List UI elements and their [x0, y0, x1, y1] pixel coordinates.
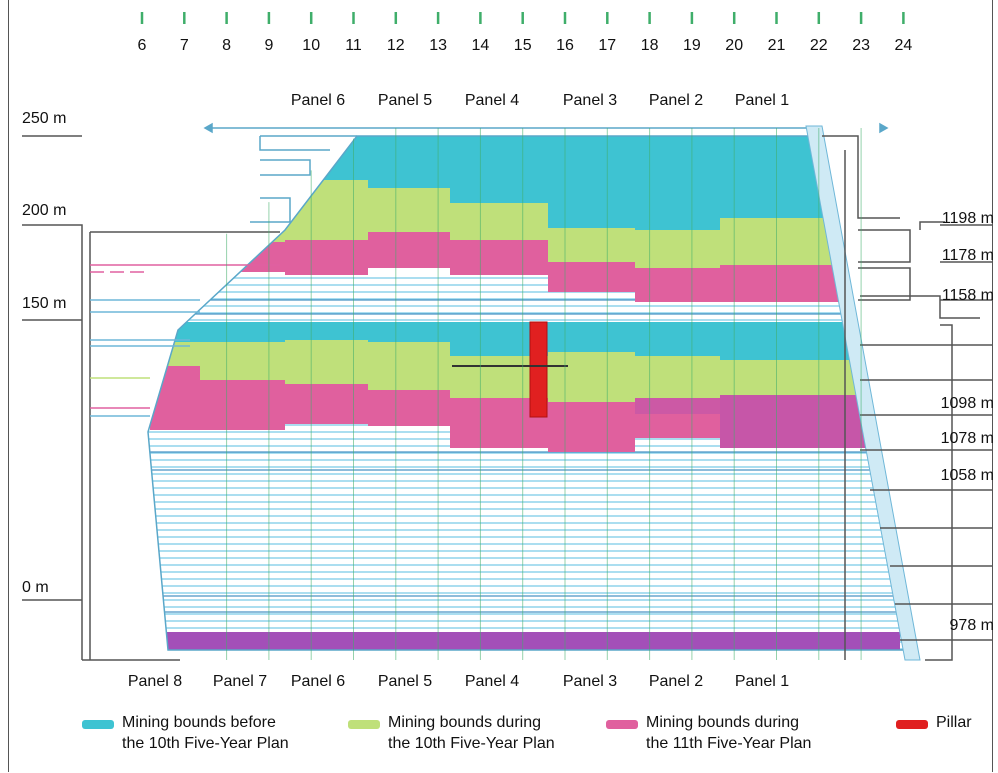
panel-label-top: Panel 3 [563, 92, 617, 109]
panel-label-bottom: Panel 7 [213, 673, 267, 690]
panel-label-bottom: Panel 5 [378, 673, 432, 690]
level-label: 1058 m [941, 467, 994, 484]
legend-swatch-during-11th [606, 720, 638, 729]
legend-swatch-before-10th [82, 720, 114, 729]
column-number: 7 [180, 37, 189, 54]
height-label: 250 m [22, 110, 66, 127]
column-number: 16 [556, 37, 574, 54]
panel-label-top: Panel 6 [291, 92, 345, 109]
column-numbers: 6 7 8 9 10 11 12 13 14 15 16 17 18 19 20 21 22 23 24 [138, 37, 913, 54]
panel-label-bottom: Panel 3 [563, 673, 617, 690]
hanging-wall-band [805, 125, 921, 661]
bounds-during-10th-upper [150, 180, 900, 268]
column-number: 15 [514, 37, 532, 54]
bounds-during-11th-middle [150, 366, 900, 452]
column-number: 10 [302, 37, 320, 54]
legend-swatch-pillar [896, 720, 928, 729]
bounds-before-10th-middle [150, 322, 900, 360]
panel-label-top: Panel 5 [378, 92, 432, 109]
height-label: 200 m [22, 202, 66, 219]
figure-frame [8, 0, 993, 772]
panel-label-bottom: Panel 4 [465, 673, 519, 690]
column-number: 12 [387, 37, 405, 54]
legend-swatch-during-10th [348, 720, 380, 729]
column-number: 23 [852, 37, 870, 54]
column-number: 11 [345, 37, 362, 54]
level-label: 1198 m [942, 210, 994, 227]
legend-item-before-10th: Mining bounds before the 10th Five-Year … [82, 712, 289, 754]
column-number: 6 [138, 37, 147, 54]
height-labels-left: 250 m 200 m 150 m 0 m [22, 110, 66, 596]
legend-label-during-10th: Mining bounds during the 10th Five-Year … [388, 714, 555, 752]
column-number: 22 [810, 37, 828, 54]
column-number: 9 [264, 37, 273, 54]
panel-labels-top: Panel 6 Panel 5 Panel 4 Panel 3 Panel 2 Panel… [291, 92, 789, 109]
level-label: 1178 m [942, 247, 994, 264]
column-number: 13 [429, 37, 447, 54]
panel-label-top: Panel 4 [465, 92, 519, 109]
panel-labels-bottom: Panel 8 Panel 7 Panel 6 Panel 5 Panel 4 Panel… [128, 673, 789, 690]
panel-label-bottom: Panel 6 [291, 673, 345, 690]
level-label: 1098 m [941, 395, 994, 412]
level-label: 1078 m [941, 430, 994, 447]
legend-label-during-11th: Mining bounds during the 11th Five-Year … [646, 714, 812, 752]
column-number: 8 [222, 37, 231, 54]
panel-label-bottom: Panel 2 [649, 673, 703, 690]
column-number: 17 [598, 37, 616, 54]
bounds-during-11th-lower [150, 632, 900, 650]
column-number: 14 [472, 37, 490, 54]
legend-item-during-11th: Mining bounds during the 11th Five-Year … [606, 712, 811, 754]
column-number: 19 [683, 37, 701, 54]
pillar [529, 321, 548, 418]
height-label: 0 m [22, 579, 49, 596]
bounds-during-10th-middle [150, 340, 900, 402]
height-label: 150 m [22, 295, 66, 312]
panel-label-top: Panel 2 [649, 92, 703, 109]
panel-label-bottom: Panel 8 [128, 673, 182, 690]
legend: Mining bounds before the 10th Five-Year … [0, 700, 998, 773]
column-number: 21 [768, 37, 786, 54]
level-label: 1158 m [942, 287, 994, 304]
drifts-top [203, 122, 889, 223]
legend-item-pillar: Pillar [896, 712, 972, 733]
right-shaft-lines [822, 135, 992, 661]
level-labels-right: 1198 m 1178 m 1158 m 1098 m 1078 m 1058 m 978 … [941, 210, 994, 634]
panel-label-bottom: Panel 1 [735, 673, 789, 690]
column-number: 20 [725, 37, 743, 54]
legend-label-before-10th: Mining bounds before the 10th Five-Year … [122, 714, 289, 752]
column-number: 18 [641, 37, 659, 54]
left-shaft-lines [22, 135, 280, 661]
level-label: 978 m [950, 617, 994, 634]
section-drawing: 6 7 8 9 10 11 12 13 14 15 16 17 18 19 20 21 22 23 24 Panel… [22, 12, 994, 690]
panel-label-top: Panel 1 [735, 92, 789, 109]
exploration-lines [140, 12, 905, 660]
column-number: 24 [895, 37, 913, 54]
legend-label-pillar: Pillar [936, 714, 972, 731]
legend-item-during-10th: Mining bounds during the 10th Five-Year … [348, 712, 555, 754]
bounds-during-11th-upper [150, 232, 900, 302]
